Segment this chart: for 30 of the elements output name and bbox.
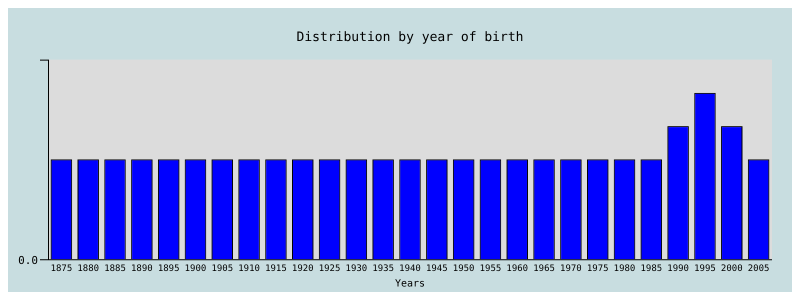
x-tick-label: 1930 xyxy=(346,264,368,274)
x-tick-label: 1950 xyxy=(452,264,474,274)
x-tick-label: 1925 xyxy=(318,264,340,274)
x-tick-label: 1885 xyxy=(104,264,126,274)
x-tick-label: 2005 xyxy=(748,264,770,274)
x-tick-label: 1935 xyxy=(372,264,394,274)
x-tick-label: 1960 xyxy=(506,264,528,274)
x-tick-label: 1880 xyxy=(77,264,100,274)
x-tick-label: 1980 xyxy=(614,264,636,274)
x-tick-label: 1905 xyxy=(211,264,234,274)
x-tick-label: 1890 xyxy=(131,264,153,274)
x-tick-label: 1995 xyxy=(694,264,716,274)
x-tick-label: 1965 xyxy=(533,264,555,274)
x-tick-label: 1975 xyxy=(586,264,609,274)
x-tick-label: 1990 xyxy=(667,264,689,274)
x-tick-label: 1895 xyxy=(158,264,180,274)
x-tick-label: 1970 xyxy=(560,264,582,274)
x-tick-label: 1910 xyxy=(238,264,260,274)
chart-title: Distribution by year of birth xyxy=(296,30,524,46)
x-tick-label: 1940 xyxy=(399,264,421,274)
x-tick-label: 2000 xyxy=(720,264,743,274)
x-tick-label: 1900 xyxy=(184,264,206,274)
x-tick-label: 1945 xyxy=(426,264,448,274)
x-tick-label: 1875 xyxy=(50,264,72,274)
x-tick-label: 1915 xyxy=(265,264,287,274)
x-tick-label: 1955 xyxy=(480,264,502,274)
text: 0.0 xyxy=(18,254,38,268)
x-tick-label: 1920 xyxy=(292,264,314,274)
x-tick-label: 1985 xyxy=(640,264,662,274)
x-axis-title: Years xyxy=(394,278,426,290)
